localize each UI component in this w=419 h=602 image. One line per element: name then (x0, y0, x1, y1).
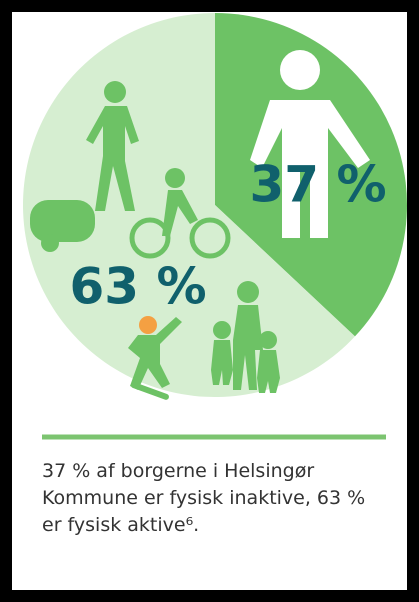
value-label: 63 % (69, 258, 206, 316)
decorative-figures (30, 81, 280, 400)
value-label: 37 % (249, 156, 386, 214)
decorative-figures (250, 50, 370, 238)
caption: 37 % af borgerne i Helsingør Kommune er … (42, 460, 366, 536)
